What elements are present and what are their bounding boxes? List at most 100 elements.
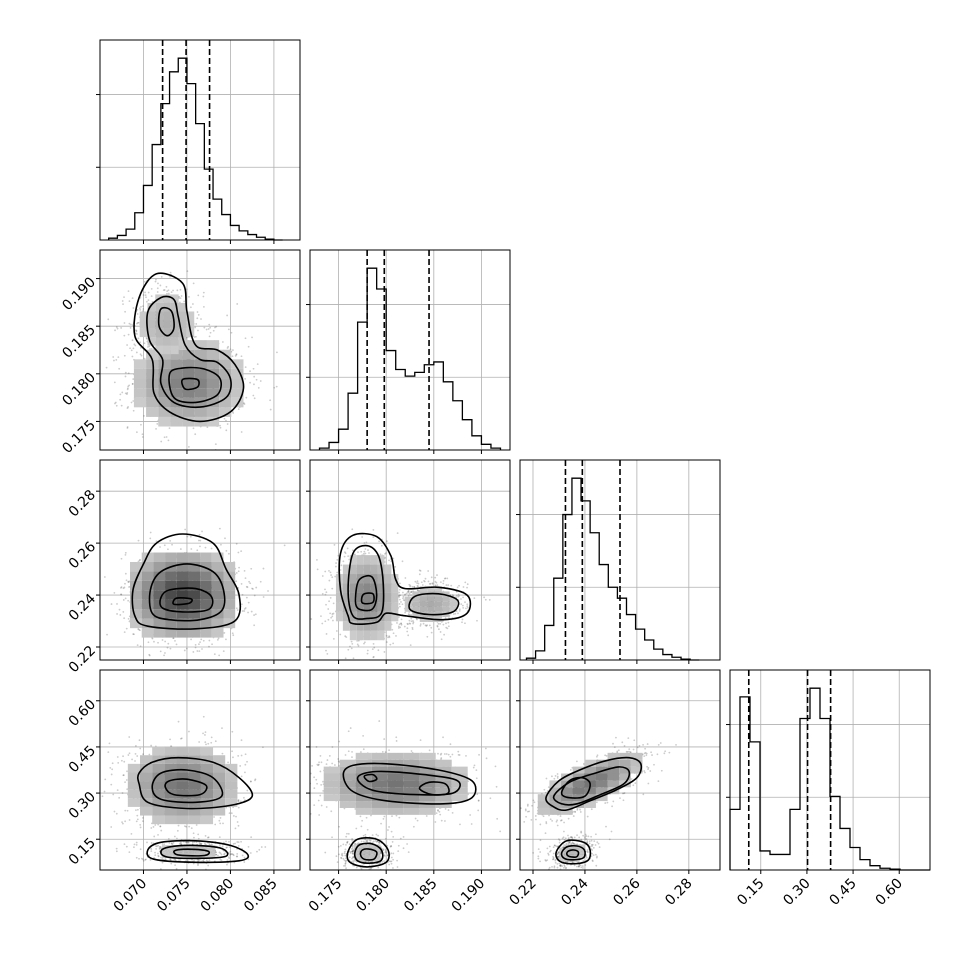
density-cell bbox=[403, 780, 420, 788]
density-cell bbox=[141, 599, 154, 610]
density-cell bbox=[607, 752, 620, 760]
density-cell bbox=[595, 766, 608, 774]
density-cell bbox=[130, 561, 142, 572]
density-cell bbox=[165, 599, 177, 610]
y-tick-label: 0.28 bbox=[66, 487, 99, 520]
density-cell bbox=[146, 368, 159, 379]
density-cell bbox=[188, 618, 201, 629]
histogram-panel-2 bbox=[516, 459, 721, 664]
density-cell bbox=[164, 806, 177, 816]
density-cell bbox=[412, 606, 420, 612]
density-cell bbox=[559, 847, 565, 852]
density-cell bbox=[371, 787, 388, 795]
panel-content bbox=[310, 670, 510, 870]
density-cell bbox=[176, 806, 189, 816]
density-cell bbox=[130, 618, 142, 629]
density-cell bbox=[434, 586, 443, 592]
density-cell bbox=[363, 602, 371, 612]
density-cell bbox=[200, 609, 212, 619]
contour-line bbox=[545, 756, 643, 812]
density-cell bbox=[183, 855, 195, 858]
x-tick-label: 0.60 bbox=[873, 876, 906, 909]
density-cell bbox=[619, 766, 631, 774]
density-panel-1-2 bbox=[306, 459, 511, 664]
density-cell bbox=[188, 628, 201, 638]
density-cell bbox=[574, 851, 580, 855]
density-cell bbox=[607, 773, 620, 781]
density-cell bbox=[579, 851, 585, 855]
density-cell bbox=[369, 844, 376, 848]
density-cell bbox=[572, 787, 585, 795]
density-cell bbox=[146, 397, 159, 408]
density-cell bbox=[419, 794, 436, 802]
density-cell bbox=[403, 773, 420, 781]
contour-line bbox=[359, 848, 378, 861]
density-cell bbox=[164, 772, 177, 782]
density-cell bbox=[579, 844, 585, 848]
density-cell bbox=[172, 850, 184, 853]
density-cell bbox=[335, 583, 343, 593]
density-cell bbox=[584, 766, 596, 774]
density-cell bbox=[359, 858, 365, 862]
density-cell bbox=[147, 311, 156, 321]
panel-frame bbox=[309, 669, 511, 871]
density-cell bbox=[178, 328, 187, 338]
density-cell bbox=[211, 552, 224, 562]
density-cell bbox=[231, 388, 244, 398]
density-cell bbox=[412, 596, 420, 602]
x-tick-label: 0.180 bbox=[353, 876, 393, 916]
contour-line bbox=[157, 306, 175, 337]
density-cell bbox=[147, 337, 156, 346]
contour-line bbox=[560, 844, 586, 861]
density-cell bbox=[371, 794, 388, 802]
density-cell bbox=[559, 858, 565, 862]
density-cell bbox=[178, 302, 187, 312]
density-cell bbox=[188, 571, 201, 581]
panel-content bbox=[100, 670, 300, 870]
density-cell bbox=[161, 852, 173, 856]
density-cell bbox=[363, 574, 371, 584]
density-cell bbox=[176, 609, 189, 619]
density-cell bbox=[206, 368, 220, 379]
y-tick-label: 0.175 bbox=[59, 417, 99, 457]
density-cell bbox=[435, 766, 452, 774]
density-cell bbox=[349, 555, 357, 565]
density-cell bbox=[188, 609, 201, 619]
density-cell bbox=[549, 794, 562, 802]
density-cell bbox=[200, 806, 214, 816]
density-cell bbox=[130, 580, 142, 591]
density-cell bbox=[375, 847, 381, 852]
density-cell bbox=[194, 855, 205, 858]
density-cell bbox=[384, 574, 392, 584]
histogram-panel-3: 0.15 0.30 0.45 0.60 bbox=[726, 669, 931, 909]
density-cell bbox=[165, 580, 177, 591]
contour-line bbox=[164, 778, 208, 797]
density-cell bbox=[595, 773, 608, 781]
density-cell bbox=[147, 328, 156, 338]
density-cell bbox=[182, 359, 195, 369]
density-cell bbox=[595, 787, 608, 795]
histogram-panel-1 bbox=[306, 249, 511, 454]
panel-frame bbox=[99, 459, 301, 661]
density-cell bbox=[161, 850, 173, 853]
y-tick-label: 0.190 bbox=[59, 274, 99, 314]
density-cell bbox=[449, 601, 458, 607]
density-cell bbox=[387, 801, 404, 808]
density-cell bbox=[375, 858, 381, 862]
density-cell bbox=[342, 621, 350, 631]
density-cell bbox=[206, 407, 220, 417]
density-cell bbox=[353, 854, 360, 859]
density-cell bbox=[564, 847, 570, 852]
panel-frame bbox=[309, 459, 511, 661]
density-cell bbox=[323, 766, 340, 774]
density-cell bbox=[225, 763, 238, 773]
density-cell bbox=[130, 609, 142, 619]
density-cell bbox=[200, 618, 212, 629]
density-cell bbox=[206, 359, 220, 369]
density-cell bbox=[391, 583, 399, 593]
histogram-step bbox=[108, 57, 283, 241]
density-cell bbox=[133, 388, 147, 398]
density-cell bbox=[183, 850, 195, 853]
density-cell bbox=[370, 583, 378, 593]
density-cell bbox=[384, 602, 392, 612]
